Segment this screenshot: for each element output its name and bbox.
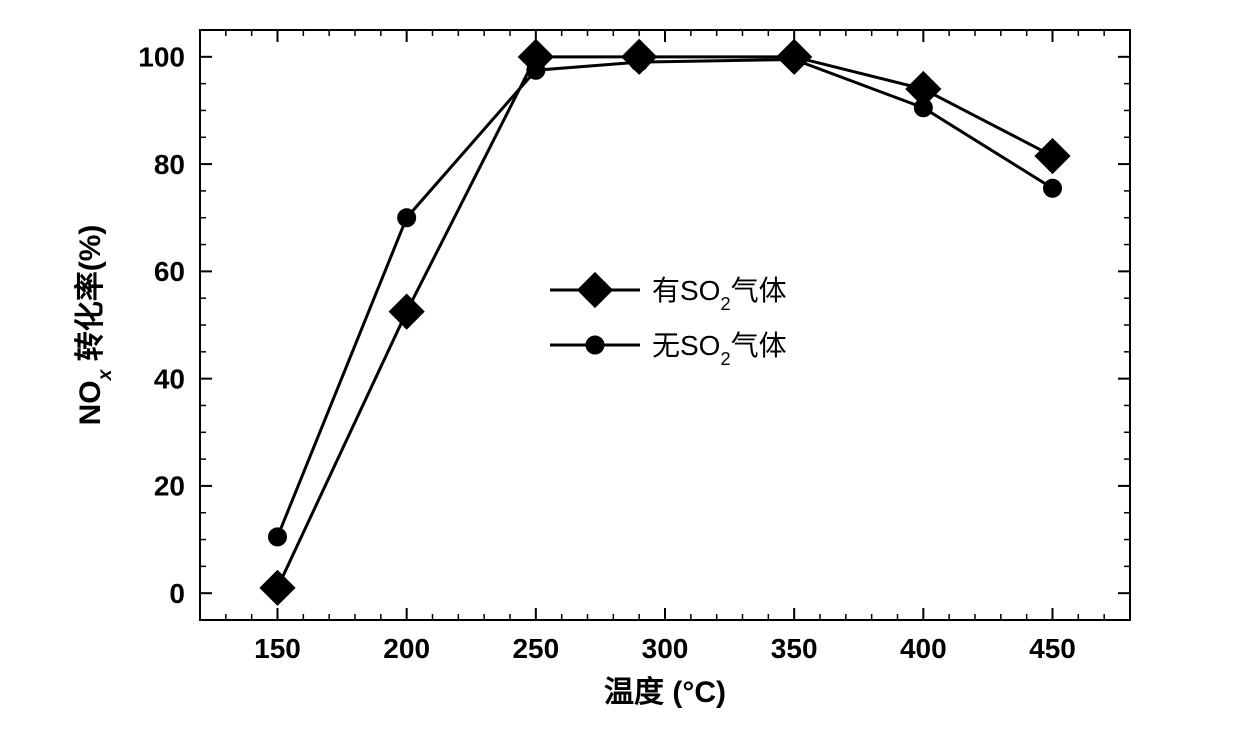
x-tick-label: 250 [512, 633, 559, 664]
x-tick-label: 300 [642, 633, 689, 664]
data-marker [398, 209, 416, 227]
data-marker [269, 528, 287, 546]
data-marker [1044, 179, 1062, 197]
nox-conversion-chart: 150 200 250 300 350 400 450 0 20 40 60 80 100 温度 (°C)… [0, 0, 1235, 739]
data-marker [527, 61, 545, 79]
x-axis-label: 温度 (°C) [604, 676, 726, 709]
x-tick-label: 400 [900, 633, 947, 664]
data-marker [630, 53, 648, 71]
data-marker [586, 336, 604, 354]
y-tick-label: 40 [154, 363, 185, 394]
y-tick-label: 20 [154, 471, 185, 502]
data-marker [914, 99, 932, 117]
y-tick-label: 80 [154, 149, 185, 180]
y-tick-label: 100 [138, 42, 185, 73]
x-tick-label: 200 [383, 633, 430, 664]
chart-container: 150 200 250 300 350 400 450 0 20 40 60 80 100 温度 (°C)… [0, 0, 1235, 739]
data-marker [785, 51, 803, 69]
x-tick-label: 450 [1029, 633, 1076, 664]
y-tick-label: 60 [154, 256, 185, 287]
x-tick-label: 150 [254, 633, 301, 664]
y-tick-label: 0 [169, 578, 185, 609]
x-tick-label: 350 [771, 633, 818, 664]
